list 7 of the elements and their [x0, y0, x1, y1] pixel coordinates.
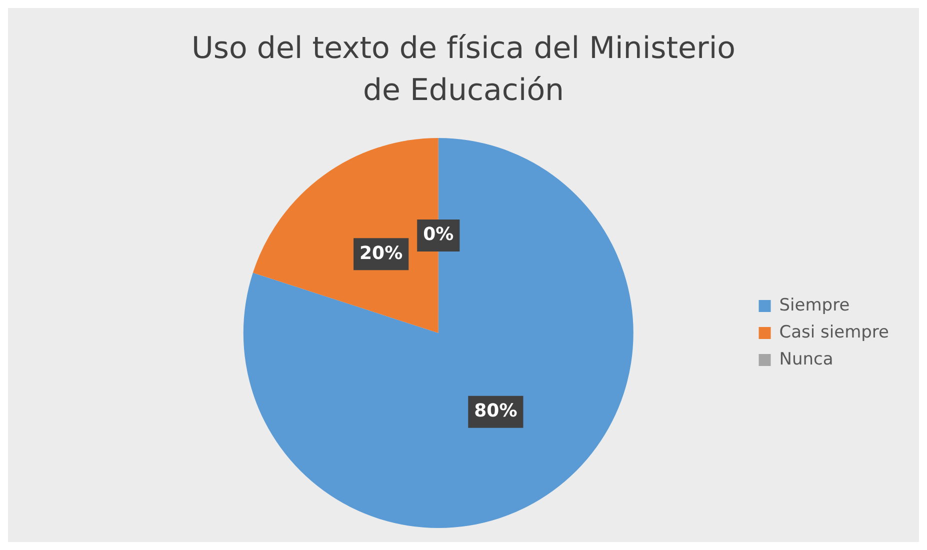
legend-label: Nunca [779, 349, 834, 370]
chart-title: Uso del texto de física del Ministerio de Educación [190, 30, 737, 110]
legend-label: Casi siempre [779, 322, 890, 342]
legend-label: Siempre [779, 295, 850, 316]
text: 0% [423, 224, 454, 246]
data-label: 20% [360, 242, 403, 264]
data-label: 80% [474, 400, 518, 422]
